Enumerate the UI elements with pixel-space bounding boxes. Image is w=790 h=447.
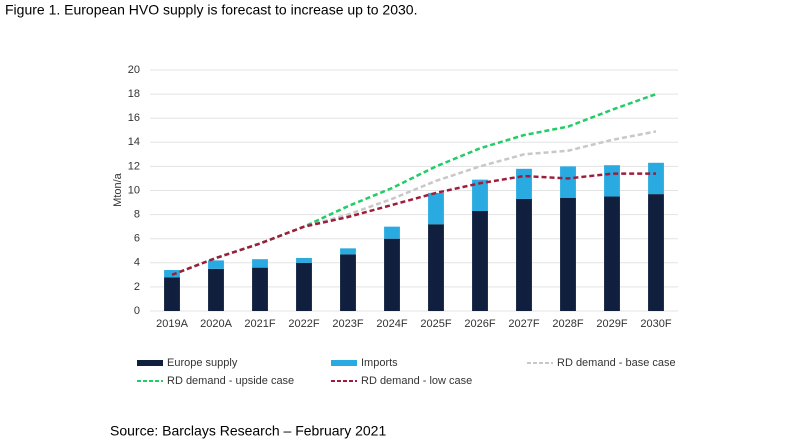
x-tick-label: 2022F bbox=[288, 318, 319, 330]
y-tick-label: 12 bbox=[128, 160, 140, 172]
x-tick-label: 2030F bbox=[640, 318, 671, 330]
bar-segment bbox=[208, 260, 224, 269]
legend-label: RD demand - base case bbox=[557, 357, 676, 369]
legend-label: RD demand - low case bbox=[361, 375, 472, 387]
legend-label: Imports bbox=[361, 357, 398, 369]
y-axis-label: Mton/a bbox=[112, 172, 124, 207]
bar-segment bbox=[296, 257, 312, 263]
x-tick-label: 2019A bbox=[156, 318, 188, 330]
y-tick-label: 16 bbox=[128, 112, 140, 124]
bar-segment bbox=[428, 224, 444, 311]
bar-segment bbox=[340, 248, 356, 255]
bar-segment bbox=[208, 268, 224, 311]
x-tick-label: 2025F bbox=[420, 318, 451, 330]
x-tick-label: 2027F bbox=[508, 318, 539, 330]
x-tick-label: 2021F bbox=[244, 318, 275, 330]
x-tick-label: 2020A bbox=[200, 318, 232, 330]
y-tick-label: 4 bbox=[134, 257, 140, 269]
chart-title: Figure 1. European HVO supply is forecas… bbox=[5, 2, 417, 18]
legend-label: RD demand - upside case bbox=[167, 375, 294, 387]
y-tick-label: 6 bbox=[134, 233, 140, 245]
bar-segment bbox=[604, 165, 620, 197]
bar-segment bbox=[648, 162, 664, 195]
bar-segment bbox=[648, 194, 664, 311]
line-series bbox=[171, 130, 657, 277]
y-tick-label: 0 bbox=[134, 305, 140, 317]
bar-segment bbox=[384, 238, 400, 311]
bar-segment bbox=[164, 277, 180, 311]
line-series bbox=[171, 172, 656, 277]
bar-segment bbox=[516, 168, 532, 199]
x-tick-label: 2028F bbox=[552, 318, 583, 330]
bar-segment bbox=[472, 210, 488, 311]
bar-segment bbox=[472, 179, 488, 211]
x-tick-label: 2026F bbox=[464, 318, 495, 330]
bar-segment bbox=[384, 226, 400, 239]
y-tick-label: 8 bbox=[134, 209, 140, 221]
bar-segment bbox=[560, 166, 576, 198]
bar-segment bbox=[296, 262, 312, 311]
x-tick-label: 2029F bbox=[596, 318, 627, 330]
bar-segment bbox=[252, 267, 268, 311]
bar-segment bbox=[428, 192, 444, 225]
source-note: Source: Barclays Research – February 202… bbox=[110, 423, 386, 439]
y-tick-label: 20 bbox=[128, 64, 140, 76]
bar-segment bbox=[516, 198, 532, 311]
y-tick-label: 18 bbox=[128, 88, 140, 100]
y-tick-label: 10 bbox=[128, 184, 140, 196]
bar-segment bbox=[604, 196, 620, 311]
bar-segment bbox=[560, 197, 576, 311]
bar-segment bbox=[252, 259, 268, 268]
x-tick-label: 2023F bbox=[332, 318, 363, 330]
x-tick-label: 2024F bbox=[376, 318, 407, 330]
line-series bbox=[171, 92, 657, 277]
legend-label: Europe supply bbox=[167, 357, 238, 369]
y-tick-label: 2 bbox=[134, 281, 140, 293]
y-tick-label: 14 bbox=[128, 136, 140, 148]
bar-segment bbox=[340, 254, 356, 311]
